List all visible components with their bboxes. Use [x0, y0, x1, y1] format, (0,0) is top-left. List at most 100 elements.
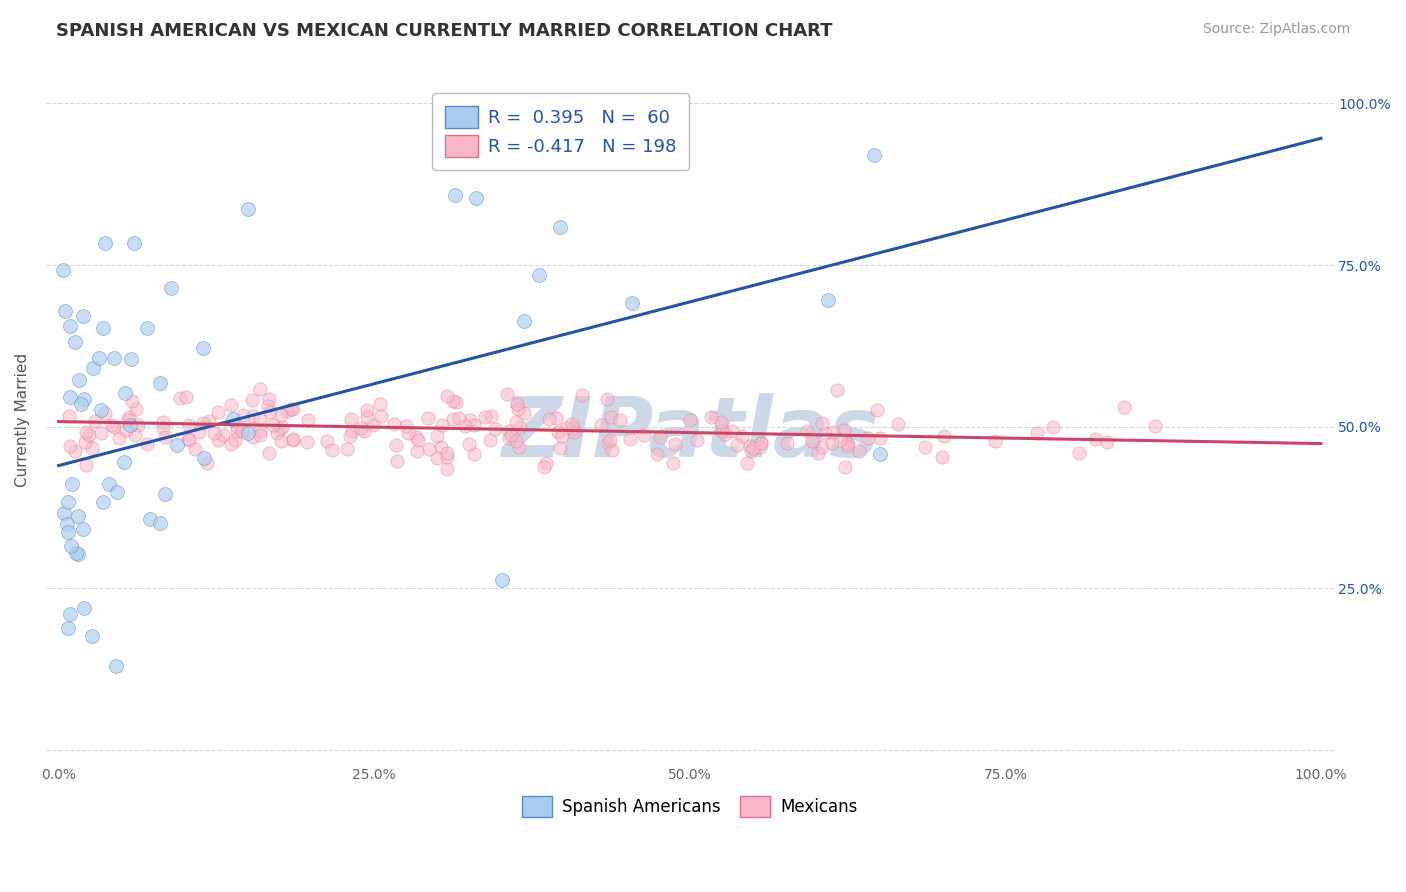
Point — [679, 413, 702, 427]
Point — [259, 405, 281, 419]
Point — [589, 418, 612, 433]
Point — [426, 429, 449, 443]
Point — [321, 442, 343, 457]
Point — [80, 629, 103, 643]
Point — [811, 440, 834, 454]
Point — [748, 440, 770, 454]
Point — [191, 341, 214, 355]
Point — [204, 426, 226, 441]
Point — [77, 427, 100, 442]
Point — [67, 373, 90, 387]
Point — [600, 410, 623, 425]
Point — [505, 415, 527, 429]
Point — [56, 517, 79, 532]
Point — [418, 442, 440, 457]
Point — [60, 539, 83, 553]
Point — [121, 393, 143, 408]
Point — [100, 418, 122, 433]
Point — [544, 411, 567, 425]
Point — [75, 458, 97, 472]
Point — [153, 486, 176, 500]
Point — [430, 440, 453, 454]
Point — [193, 416, 215, 430]
Point — [555, 421, 578, 435]
Point — [91, 495, 114, 509]
Point — [70, 397, 93, 411]
Point — [356, 410, 378, 425]
Point — [188, 425, 211, 439]
Point — [454, 418, 477, 433]
Point — [114, 386, 136, 401]
Point — [72, 522, 94, 536]
Point — [269, 422, 291, 436]
Point — [749, 436, 772, 450]
Text: SPANISH AMERICAN VS MEXICAN CURRENTLY MARRIED CORRELATION CHART: SPANISH AMERICAN VS MEXICAN CURRENTLY MA… — [56, 22, 832, 40]
Point — [458, 412, 481, 426]
Point — [484, 422, 506, 436]
Point — [155, 430, 177, 444]
Point — [136, 437, 159, 451]
Point — [396, 425, 419, 440]
Point — [444, 394, 467, 409]
Point — [406, 433, 429, 447]
Text: ZIPatlas: ZIPatlas — [501, 393, 879, 475]
Point — [458, 437, 481, 451]
Point — [776, 436, 799, 450]
Point — [212, 428, 235, 442]
Point — [149, 516, 172, 530]
Point — [506, 402, 529, 417]
Point — [479, 434, 502, 448]
Point — [447, 411, 470, 425]
Point — [934, 429, 956, 443]
Point — [443, 187, 465, 202]
Point — [353, 425, 375, 439]
Point — [547, 425, 569, 439]
Text: Source: ZipAtlas.com: Source: ZipAtlas.com — [1202, 22, 1350, 37]
Point — [219, 437, 242, 451]
Point — [491, 573, 513, 587]
Point — [406, 444, 429, 458]
Point — [166, 438, 188, 452]
Point — [84, 415, 107, 429]
Point — [257, 399, 280, 413]
Point — [72, 392, 94, 406]
Point — [297, 413, 319, 427]
Point — [80, 441, 103, 455]
Point — [340, 411, 363, 425]
Point — [800, 434, 823, 448]
Point — [619, 432, 641, 446]
Point — [405, 430, 427, 444]
Point — [811, 417, 834, 431]
Point — [662, 456, 685, 470]
Point — [315, 434, 337, 448]
Point — [886, 417, 908, 432]
Point — [931, 450, 953, 464]
Point — [52, 262, 75, 277]
Point — [249, 382, 271, 396]
Point — [257, 392, 280, 406]
Point — [856, 431, 879, 445]
Point — [463, 417, 485, 432]
Point — [112, 455, 135, 469]
Point — [834, 460, 856, 475]
Point — [513, 406, 536, 420]
Point — [90, 403, 112, 417]
Point — [103, 351, 125, 365]
Point — [361, 417, 384, 432]
Point — [835, 439, 858, 453]
Y-axis label: Currently Married: Currently Married — [15, 353, 30, 487]
Point — [737, 456, 759, 470]
Point — [984, 434, 1007, 449]
Point — [534, 456, 557, 470]
Point — [796, 424, 818, 438]
Point — [426, 450, 449, 465]
Point — [506, 397, 529, 411]
Point — [807, 446, 830, 460]
Point — [664, 437, 686, 451]
Point — [66, 509, 89, 524]
Point — [97, 477, 120, 491]
Point — [370, 409, 392, 424]
Point — [436, 446, 458, 460]
Point — [65, 443, 87, 458]
Point — [441, 412, 464, 426]
